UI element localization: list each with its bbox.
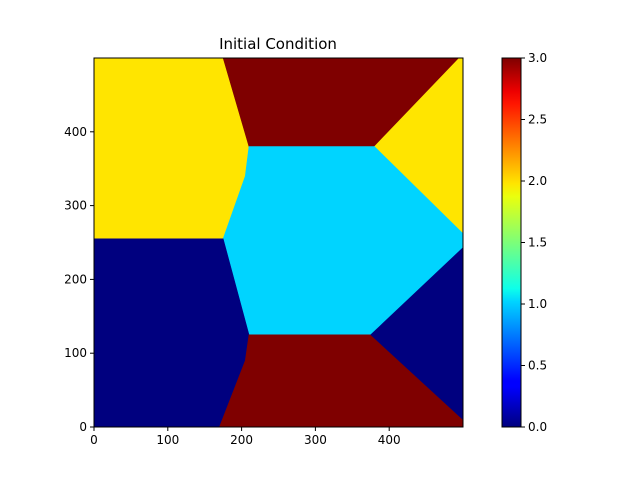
heatmap-region-6 [370, 247, 463, 421]
y-axis: 0 100 200 300 400 [64, 125, 94, 434]
x-tick-label: 0 [90, 433, 98, 447]
heatmap-regions [94, 58, 463, 427]
y-tick-label: 0 [79, 420, 87, 434]
colorbar-tick-label: 0.0 [528, 420, 547, 434]
x-tick-label: 200 [230, 433, 253, 447]
y-tick-label: 100 [64, 346, 87, 360]
y-tick-label: 400 [64, 125, 87, 139]
plot-frame [93, 57, 464, 428]
colorbar [501, 57, 522, 428]
x-tick-label: 400 [378, 433, 401, 447]
colorbar-tick-label: 2.0 [528, 174, 547, 188]
x-tick-label: 300 [304, 433, 327, 447]
colorbar-tick-label: 0.5 [528, 359, 547, 373]
colorbar-axis: 0.0 0.5 1.0 1.5 2.0 2.5 3.0 [521, 51, 547, 434]
y-tick-label: 200 [64, 272, 87, 286]
chart-title: Initial Condition [219, 35, 337, 53]
colorbar-tick-label: 1.0 [528, 297, 547, 311]
x-axis: 0 100 200 300 400 [90, 427, 401, 447]
heatmap-region-2 [374, 58, 463, 235]
colorbar-tick-label: 3.0 [528, 51, 547, 65]
x-tick-label: 100 [156, 433, 179, 447]
y-tick-label: 300 [64, 199, 87, 213]
heatmap-region-0 [94, 58, 250, 240]
colorbar-tick-label: 1.5 [528, 236, 547, 250]
colorbar-tick-label: 2.5 [528, 113, 547, 127]
heatmap-region-4 [94, 238, 250, 427]
